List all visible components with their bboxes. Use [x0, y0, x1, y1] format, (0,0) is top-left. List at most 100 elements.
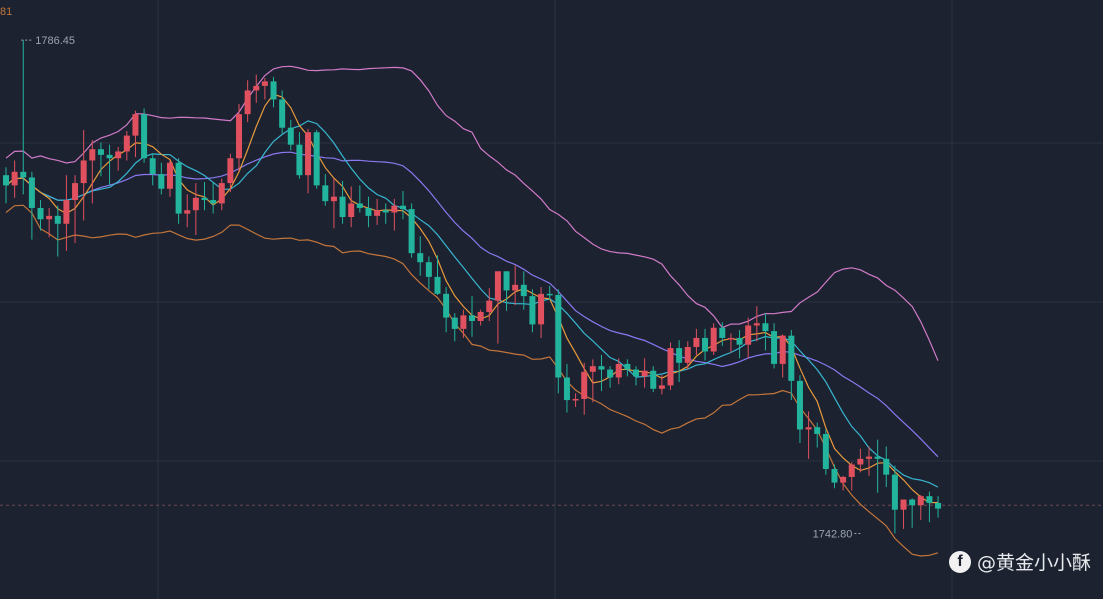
candle: [408, 203, 415, 258]
candle: [149, 153, 156, 186]
candle-body: [624, 363, 631, 370]
candle: [538, 287, 545, 338]
candle-body: [261, 81, 268, 86]
candle: [425, 256, 432, 290]
candle-body: [874, 456, 881, 459]
watermark-text: @黄金小小酥: [976, 552, 1091, 574]
candle: [218, 178, 225, 211]
candle: [356, 185, 363, 213]
facebook-icon: f: [948, 550, 971, 573]
candle: [192, 183, 199, 236]
candle-body: [443, 293, 450, 318]
candle-body: [451, 317, 458, 329]
candle: [305, 128, 312, 194]
candle: [684, 341, 691, 370]
candle: [650, 366, 657, 393]
candle-body: [494, 271, 501, 301]
candle-body: [296, 144, 303, 176]
candle-body: [486, 300, 493, 312]
candle-body: [210, 200, 217, 204]
candle: [874, 439, 881, 493]
candle-body: [926, 496, 933, 503]
candle: [382, 203, 389, 224]
candle-body: [667, 348, 674, 386]
candle-body: [658, 385, 665, 389]
price-annotations: 1786.45 1742.80: [21, 35, 863, 540]
candle-body: [883, 458, 890, 475]
candle-body: [192, 197, 199, 211]
candle-body: [244, 90, 251, 115]
candle-body: [762, 323, 769, 332]
candle: [261, 77, 268, 100]
candle-body: [425, 262, 432, 277]
candle: [917, 495, 924, 520]
candle-body: [158, 174, 165, 189]
candle-body: [3, 175, 9, 186]
candle: [503, 271, 510, 311]
candle: [166, 160, 173, 197]
candle: [97, 142, 104, 177]
candle-body: [632, 369, 639, 377]
candle-body: [710, 327, 717, 352]
candle: [719, 322, 726, 346]
candle: [866, 446, 872, 476]
candle-body: [322, 185, 329, 202]
candle-body: [97, 149, 104, 155]
candle: [20, 40, 27, 195]
candle-body: [460, 315, 467, 329]
candle: [158, 162, 165, 195]
candle: [753, 306, 760, 342]
candle: [529, 289, 536, 333]
candle-body: [408, 209, 415, 254]
candle: [710, 323, 717, 355]
candle: [123, 131, 130, 161]
candle: [477, 309, 484, 326]
boll-lower-line: [5, 204, 939, 557]
candle: [658, 375, 665, 395]
candle-body: [391, 205, 398, 213]
candle-body: [572, 398, 579, 401]
candle: [676, 340, 683, 383]
candle-body: [900, 499, 907, 510]
annotation-label: 1786.45: [35, 35, 75, 47]
candle-body: [563, 377, 570, 401]
candle: [702, 328, 709, 361]
candle-body: [184, 210, 191, 214]
candle: [555, 289, 562, 394]
candle: [831, 464, 838, 489]
corner-label: 81: [0, 6, 13, 18]
candle-body: [20, 171, 27, 178]
candle-body: [305, 132, 312, 176]
candle-body: [650, 370, 657, 389]
candle-body: [89, 149, 96, 161]
candle: [46, 207, 53, 238]
candle: [184, 194, 191, 228]
candle: [520, 271, 527, 310]
candle-body: [771, 331, 778, 364]
candle-body: [589, 366, 596, 372]
candle: [546, 285, 553, 300]
candle: [693, 328, 700, 355]
candle-body: [123, 135, 130, 152]
candle-body: [469, 315, 476, 321]
candle: [581, 362, 588, 415]
candle-body: [365, 207, 372, 216]
candle-body: [253, 85, 260, 91]
candle: [779, 334, 786, 378]
candle-body: [37, 207, 44, 220]
candle-body: [598, 366, 605, 370]
candle-body: [857, 458, 864, 465]
candle: [788, 330, 795, 401]
candle-body: [270, 81, 277, 100]
candle: [598, 354, 605, 392]
candle: [434, 255, 441, 295]
candle: [11, 160, 18, 198]
candle-body: [702, 337, 709, 352]
candle: [891, 465, 898, 534]
candle: [822, 429, 829, 475]
candle: [115, 146, 122, 171]
candle-body: [641, 370, 648, 377]
candle-body: [382, 210, 389, 213]
candle-body: [399, 205, 406, 210]
